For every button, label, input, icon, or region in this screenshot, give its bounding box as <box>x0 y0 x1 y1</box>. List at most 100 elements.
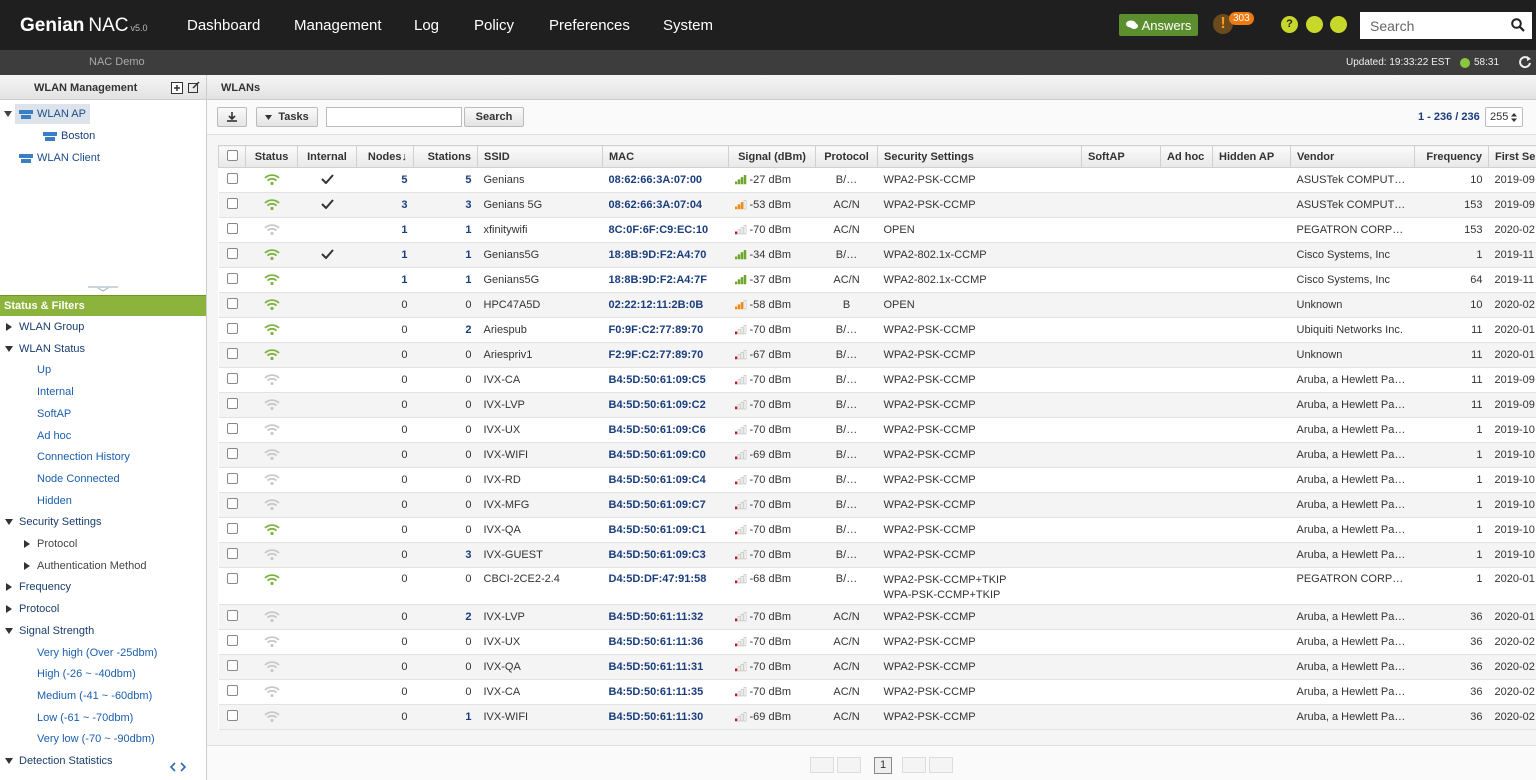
search-input[interactable] <box>326 107 462 127</box>
filter-item[interactable]: Signal Strength <box>19 624 95 637</box>
checkbox[interactable] <box>226 398 238 409</box>
table-row[interactable]: 5 5 Genians 08:62:66:3A:07:00 -27 dBm B/… WPA2… <box>218 167 1536 193</box>
filter-item[interactable]: SoftAP <box>37 407 72 420</box>
table-row[interactable]: 0 0 IVX-UX B4:5D:50:61:09:C6 -70 dBm B/… WPA2-… <box>218 417 1536 443</box>
table-row[interactable]: 0 0 CBCI-2CE2-2.4 D4:5D:DF:47:91:58 -68 dBm B… <box>218 567 1536 605</box>
column-header[interactable]: Status <box>245 145 298 168</box>
filter-item[interactable]: Connection History <box>37 451 130 464</box>
column-header[interactable]: SoftAP <box>1081 145 1161 168</box>
column-header[interactable]: First Se <box>1488 145 1536 168</box>
filter-item[interactable]: Protocol <box>37 538 78 550</box>
checkbox[interactable] <box>226 323 238 334</box>
checkbox[interactable] <box>226 198 238 209</box>
column-header[interactable]: Hidden AP <box>1212 145 1291 168</box>
checkbox[interactable] <box>226 573 238 584</box>
user-icon[interactable] <box>1306 16 1323 33</box>
checkbox[interactable] <box>226 248 238 259</box>
nav-item[interactable]: Preferences <box>549 17 630 34</box>
table-row[interactable]: 0 0 IVX-UX B4:5D:50:61:11:36 -70 dBm AC/N WPA2… <box>218 629 1536 655</box>
table-row[interactable]: 0 0 IVX-LVP B4:5D:50:61:09:C2 -70 dBm B/… WPA2… <box>218 392 1536 418</box>
checkbox[interactable] <box>226 523 238 534</box>
filter-item[interactable]: Detection Statistics <box>19 755 113 767</box>
table-row[interactable]: 0 0 IVX-CA B4:5D:50:61:09:C5 -70 dBm B/… WPA2-… <box>218 367 1536 393</box>
filter-item[interactable]: Protocol <box>19 603 60 616</box>
column-header[interactable]: Signal (dBm) <box>728 145 816 168</box>
column-header[interactable]: Security Settings <box>877 145 1082 168</box>
column-header[interactable]: MAC <box>602 145 729 168</box>
page-last[interactable] <box>929 757 953 773</box>
column-header[interactable]: Nodes↓ <box>356 145 414 168</box>
filter-item[interactable]: WLAN Status <box>19 342 86 355</box>
column-header[interactable]: SSID <box>477 145 603 168</box>
table-row[interactable]: 1 1 xfinitywifi 8C:0F:6F:C9:EC:10 -70 dBm AC/… <box>218 217 1536 243</box>
table-row[interactable]: 0 0 IVX-CA B4:5D:50:61:11:35 -70 dBm AC/N WPA2… <box>218 679 1536 705</box>
column-header[interactable]: Stations <box>413 145 478 168</box>
table-row[interactable]: 0 0 IVX-RD B4:5D:50:61:09:C4 -70 dBm B/… WPA2-… <box>218 467 1536 493</box>
checkbox[interactable] <box>226 223 238 234</box>
answers-button[interactable]: Answers <box>1119 14 1198 36</box>
checkbox[interactable] <box>226 660 238 671</box>
tree-item[interactable]: WLAN Client <box>15 148 104 168</box>
nav-item[interactable]: Dashboard <box>187 17 261 34</box>
logout-icon[interactable] <box>1330 16 1347 33</box>
filter-item[interactable]: Low (-61 ~ -70dbm) <box>37 711 134 724</box>
nav-item[interactable]: Management <box>294 17 382 34</box>
filter-item[interactable]: Hidden <box>37 494 72 507</box>
help-icon[interactable]: ? <box>1281 16 1298 33</box>
filter-item[interactable]: High (-26 ~ -40dbm) <box>37 668 136 681</box>
checkbox[interactable] <box>226 548 238 559</box>
page-size[interactable]: 255 <box>1485 107 1523 127</box>
checkbox[interactable] <box>226 473 238 484</box>
table-row[interactable]: 0 0 IVX-WIFI B4:5D:50:61:09:C0 -69 dBm B/… WPA… <box>218 442 1536 468</box>
table-row[interactable]: 0 2 IVX-LVP B4:5D:50:61:11:32 -70 dBm AC/N WPA… <box>218 604 1536 630</box>
checkbox[interactable] <box>226 710 238 721</box>
checkbox[interactable] <box>226 498 238 509</box>
checkbox[interactable] <box>226 685 238 696</box>
table-row[interactable]: 3 3 Genians 5G 08:62:66:3A:07:04 -53 dBm AC/N… <box>218 192 1536 218</box>
filter-item[interactable]: Medium (-41 ~ -60dbm) <box>37 689 153 702</box>
checkbox[interactable] <box>226 610 238 621</box>
alert[interactable]: ! 303 <box>1213 12 1254 34</box>
page-first[interactable] <box>810 757 834 773</box>
column-header[interactable]: Internal <box>297 145 357 168</box>
column-header[interactable]: Protocol <box>815 145 878 168</box>
filter-item[interactable]: Very low (-70 ~ -90dbm) <box>37 733 155 746</box>
download-button[interactable] <box>217 107 247 127</box>
table-row[interactable]: 0 0 HPC47A5D 02:22:12:11:2B:0B -58 dBm B OPEN U… <box>218 292 1536 318</box>
table-row[interactable]: 0 3 IVX-GUEST B4:5D:50:61:09:C3 -70 dBm B/… WP… <box>218 542 1536 568</box>
checkbox[interactable] <box>226 173 238 184</box>
table-row[interactable]: 0 0 IVX-QA B4:5D:50:61:11:31 -70 dBm AC/N WPA2… <box>218 654 1536 680</box>
table-row[interactable]: 0 0 IVX-MFG B4:5D:50:61:09:C7 -70 dBm B/… WPA2… <box>218 492 1536 518</box>
filter-item[interactable]: Frequency <box>19 581 71 594</box>
search-button[interactable]: Search <box>464 107 524 127</box>
filter-item[interactable]: Authentication Method <box>37 559 147 572</box>
checkbox[interactable] <box>226 448 238 459</box>
tree-item[interactable]: WLAN AP <box>15 104 90 124</box>
filter-item[interactable]: Node Connected <box>37 472 120 485</box>
tasks-button[interactable]: Tasks <box>256 107 318 127</box>
nav-item[interactable]: System <box>663 17 714 34</box>
filter-item[interactable]: Internal <box>37 386 74 399</box>
checkbox[interactable] <box>226 423 238 434</box>
table-row[interactable]: 1 1 Genians5G 18:8B:9D:F2:A4:70 -34 dBm B/… WP… <box>218 242 1536 268</box>
table-row[interactable]: 1 1 Genians5G 18:8B:9D:F2:A4:7F -37 dBm AC/N W… <box>218 267 1536 293</box>
checkbox[interactable] <box>226 273 238 284</box>
filter-item[interactable]: Up <box>37 364 52 377</box>
checkbox[interactable] <box>226 298 238 309</box>
checkbox[interactable] <box>226 149 238 161</box>
filter-item[interactable]: Security Settings <box>19 516 102 529</box>
table-row[interactable]: 0 0 Ariespriv1 F2:9F:C2:77:89:70 -67 dBm B/… W… <box>218 342 1536 368</box>
filter-item[interactable]: WLAN Group <box>19 321 85 333</box>
checkbox[interactable] <box>226 348 238 359</box>
filter-item[interactable]: Very high (Over -25dbm) <box>37 646 158 659</box>
table-row[interactable]: 0 2 Ariespub F0:9F:C2:77:89:70 -70 dBm B/… WPA… <box>218 317 1536 343</box>
column-header[interactable]: Frequency <box>1414 145 1489 168</box>
checkbox[interactable] <box>226 373 238 384</box>
tree-item[interactable]: Boston <box>39 126 99 146</box>
nav-item[interactable]: Log <box>414 17 440 34</box>
nav-item[interactable]: Policy <box>474 17 515 34</box>
page-next[interactable] <box>902 757 926 773</box>
column-header[interactable]: Ad hoc <box>1160 145 1213 168</box>
page-current[interactable]: 1 <box>874 757 892 774</box>
table-row[interactable]: 0 0 IVX-QA B4:5D:50:61:09:C1 -70 dBm B/… WPA2-… <box>218 517 1536 543</box>
